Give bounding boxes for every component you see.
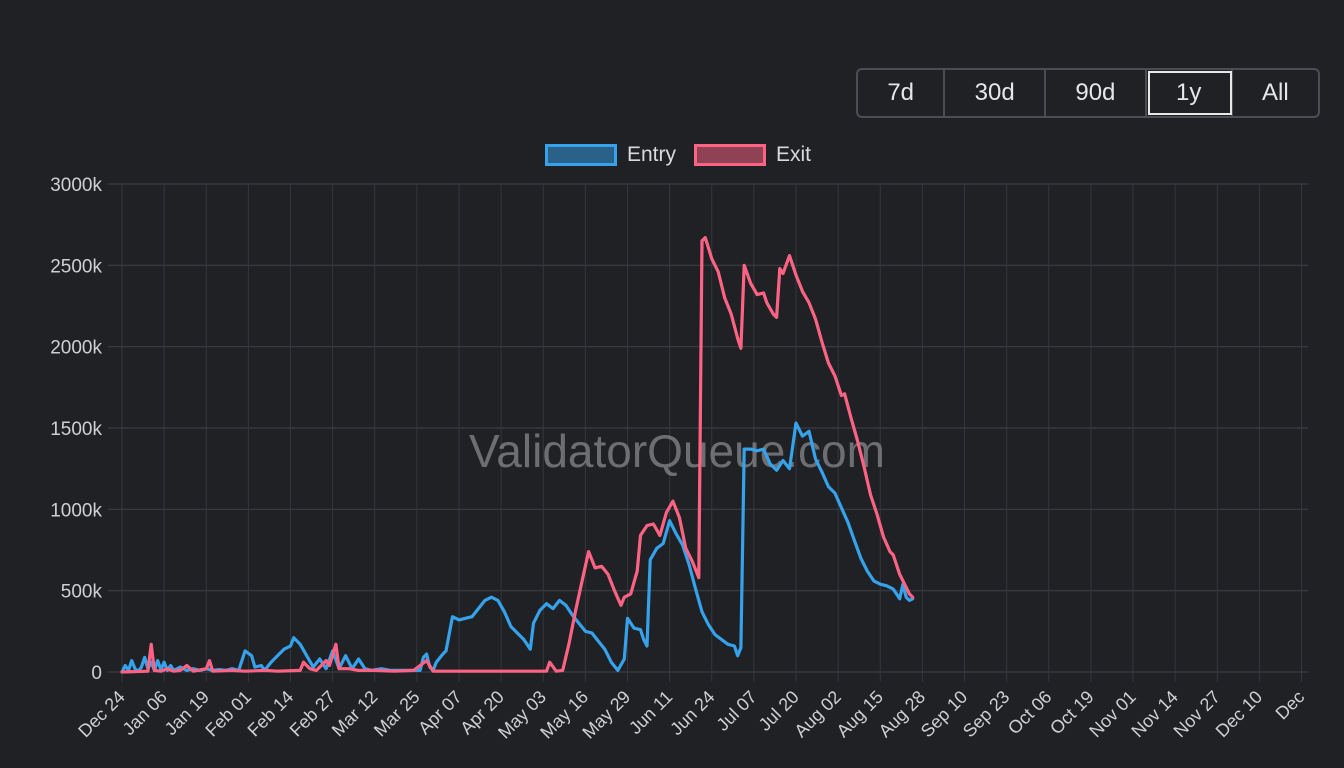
time-range-selector: 7d 30d 90d 1y All (856, 68, 1320, 118)
x-tick-label: Dec 10 (1212, 687, 1266, 741)
x-tick-label: Aug 15 (833, 687, 887, 741)
x-tick-label: Nov 27 (1170, 687, 1224, 741)
y-tick-label: 1000k (50, 500, 102, 521)
x-tick-label: Dec 24 (74, 687, 128, 741)
legend-item-exit[interactable]: Exit (694, 143, 811, 167)
x-tick-label: May 29 (578, 687, 634, 743)
x-tick-label: Sep 23 (959, 687, 1013, 741)
x-tick-label: Aug 02 (790, 687, 844, 741)
range-button-30d[interactable]: 30d (945, 70, 1047, 116)
x-tick-label: Jun 11 (625, 687, 676, 738)
x-tick-label: Dec (1272, 687, 1309, 724)
range-button-all[interactable]: All (1262, 79, 1289, 106)
x-tick-label: Feb 14 (244, 687, 298, 741)
y-tick-label: 500k (61, 582, 103, 603)
legend-swatch-exit (694, 144, 766, 166)
y-tick-label: 2000k (50, 338, 102, 359)
range-button-1y[interactable]: 1y (1147, 70, 1233, 116)
x-tick-label: Jan 06 (119, 687, 171, 739)
legend-label-entry: Entry (626, 143, 676, 166)
x-tick-label: Feb 01 (201, 687, 255, 741)
legend-item-entry[interactable]: Entry (544, 143, 676, 167)
x-tick-label: Feb 27 (286, 687, 340, 741)
x-tick-label: Jul 07 (713, 687, 761, 735)
y-tick-label: 2500k (50, 256, 102, 277)
range-button-7d[interactable]: 7d (858, 70, 946, 116)
watermark-text: ValidatorQueue.com (469, 425, 885, 477)
x-tick-label: Sep 10 (917, 687, 971, 741)
x-tick-label: Jun 24 (666, 687, 718, 739)
y-tick-label: 3000k (50, 175, 102, 196)
x-tick-label: Mar 12 (328, 687, 382, 741)
x-tick-label: Aug 28 (875, 687, 929, 741)
range-button-90d[interactable]: 90d (1046, 70, 1147, 116)
chart-legend: Entry Exit (0, 140, 1344, 170)
series-line-exit (120, 236, 915, 674)
legend-swatch-entry (544, 144, 617, 166)
y-tick-label: 0 (91, 663, 102, 684)
x-tick-label: Oct 06 (1004, 687, 1056, 739)
x-tick-label: Nov 14 (1127, 687, 1181, 741)
x-tick-label: Mar 25 (370, 687, 424, 741)
y-tick-label: 1500k (50, 419, 102, 440)
x-tick-label: Apr 07 (414, 687, 466, 739)
legend-label-exit: Exit (776, 143, 812, 166)
x-tick-label: Nov 01 (1085, 687, 1139, 741)
